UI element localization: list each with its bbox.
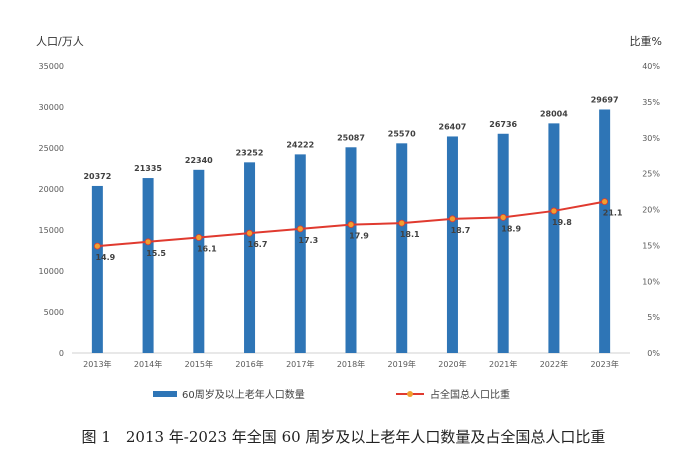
bar-value-label: 25570 xyxy=(388,129,416,138)
bar-value-label: 20372 xyxy=(83,172,111,181)
line-point xyxy=(144,238,152,246)
bar xyxy=(345,147,357,353)
x-tick-label: 2022年 xyxy=(540,359,568,369)
line-value-label: 15.5 xyxy=(146,249,166,258)
y2-axis-title: 比重% xyxy=(630,34,662,48)
line-point xyxy=(550,207,558,215)
line-value-label: 18.9 xyxy=(501,224,521,233)
y-tick-label: 25000 xyxy=(39,144,64,153)
x-tick-label: 2014年 xyxy=(134,359,162,369)
legend-line-marker xyxy=(407,391,413,397)
x-tick-label: 2019年 xyxy=(388,359,416,369)
bar-value-label: 26407 xyxy=(439,122,467,131)
line-value-label: 14.9 xyxy=(95,253,115,262)
y2-tick-label: 20% xyxy=(642,206,660,215)
bar xyxy=(599,109,611,354)
line-point xyxy=(246,229,253,237)
line-value-label: 18.7 xyxy=(451,226,471,235)
y-tick-label: 5000 xyxy=(44,308,64,317)
bar xyxy=(446,136,458,353)
x-tick-label: 2015年 xyxy=(185,359,213,369)
bar xyxy=(497,133,509,353)
bar-data-labels: 20372 21335 22340 23252 24222 25087 25570 26407… xyxy=(83,95,618,180)
y2-tick-label: 0% xyxy=(647,349,660,358)
figure-caption: 图 1 2013 年-2023 年全国 60 周岁及以上老年人口数量及占全国总人… xyxy=(81,428,606,446)
y-tick-label: 15000 xyxy=(39,226,64,235)
x-tick-label: 2013年 xyxy=(83,359,111,369)
y2-tick-label: 5% xyxy=(647,313,660,322)
x-tick-label: 2021年 xyxy=(489,359,517,369)
legend-bar-label: 60周岁及以上老年人口数量 xyxy=(182,388,305,401)
right-axis-ticks: 0% 5% 10% 15% 20% 25% 30% 35% 40% xyxy=(642,62,660,358)
line-point xyxy=(398,219,406,227)
x-tick-label: 2023年 xyxy=(590,359,618,369)
legend-line-label: 占全国总人口比重 xyxy=(430,388,510,401)
line-point xyxy=(601,198,609,206)
bar xyxy=(91,185,103,353)
bar-value-label: 25087 xyxy=(337,133,365,142)
y2-tick-label: 10% xyxy=(642,277,660,286)
line-point xyxy=(195,234,203,241)
y-tick-label: 10000 xyxy=(39,267,64,276)
line-point xyxy=(296,225,304,233)
line-value-label: 16.1 xyxy=(197,244,217,253)
y-tick-label: 20000 xyxy=(39,185,64,194)
bar-value-label: 23252 xyxy=(236,148,264,157)
line-value-label: 19.8 xyxy=(552,218,572,227)
y-tick-label: 30000 xyxy=(39,103,64,112)
line-series xyxy=(93,198,609,250)
line-data-labels: 14.9 15.5 16.1 16.7 17.3 17.9 18.1 18.7 18.9 19.8… xyxy=(95,209,622,262)
line-value-label: 16.7 xyxy=(248,240,268,249)
line-value-label: 17.9 xyxy=(349,232,369,241)
bar-value-label: 29697 xyxy=(591,95,619,104)
bar-value-label: 24222 xyxy=(286,140,314,149)
line-point xyxy=(93,242,101,250)
line-point xyxy=(499,213,507,221)
legend: 60周岁及以上老年人口数量 占全国总人口比重 xyxy=(153,388,510,401)
x-tick-label: 2020年 xyxy=(438,359,466,369)
bar-value-label: 28004 xyxy=(540,109,568,118)
bar xyxy=(244,162,256,353)
line-value-label: 18.1 xyxy=(400,230,420,239)
left-axis-ticks: 0 5000 10000 15000 20000 25000 30000 35000 xyxy=(39,62,64,358)
y-axis-title: 人口/万人 xyxy=(36,35,84,48)
x-tick-label: 2017年 xyxy=(286,359,314,369)
y2-tick-label: 30% xyxy=(642,134,660,143)
line-point xyxy=(449,215,456,223)
y2-tick-label: 35% xyxy=(642,98,660,107)
combo-chart: 人口/万人 比重% 0 5000 10000 15000 20000 25000 30000… xyxy=(36,34,662,401)
y2-tick-label: 25% xyxy=(642,170,660,179)
bar-series xyxy=(91,109,611,354)
bar xyxy=(548,123,560,353)
bar xyxy=(142,178,154,353)
x-axis-ticks: 2013年 2014年 2015年 2016年 2017年 2018年 2019年 2020年… xyxy=(83,359,619,369)
bar-value-label: 21335 xyxy=(134,164,162,173)
line-value-label: 17.3 xyxy=(298,236,318,245)
line-point xyxy=(347,221,355,228)
legend-bar-swatch xyxy=(153,391,177,397)
bar-value-label: 22340 xyxy=(185,156,213,165)
bar xyxy=(193,169,205,353)
y2-tick-label: 15% xyxy=(642,241,660,250)
bar xyxy=(294,154,306,353)
x-tick-label: 2016年 xyxy=(235,359,263,369)
x-tick-label: 2018年 xyxy=(337,359,365,369)
y-tick-label: 0 xyxy=(59,349,64,358)
bar xyxy=(396,143,408,353)
bar-value-label: 26736 xyxy=(489,120,517,129)
y-tick-label: 35000 xyxy=(39,62,64,71)
line-value-label: 21.1 xyxy=(603,209,623,218)
y2-tick-label: 40% xyxy=(642,62,660,71)
